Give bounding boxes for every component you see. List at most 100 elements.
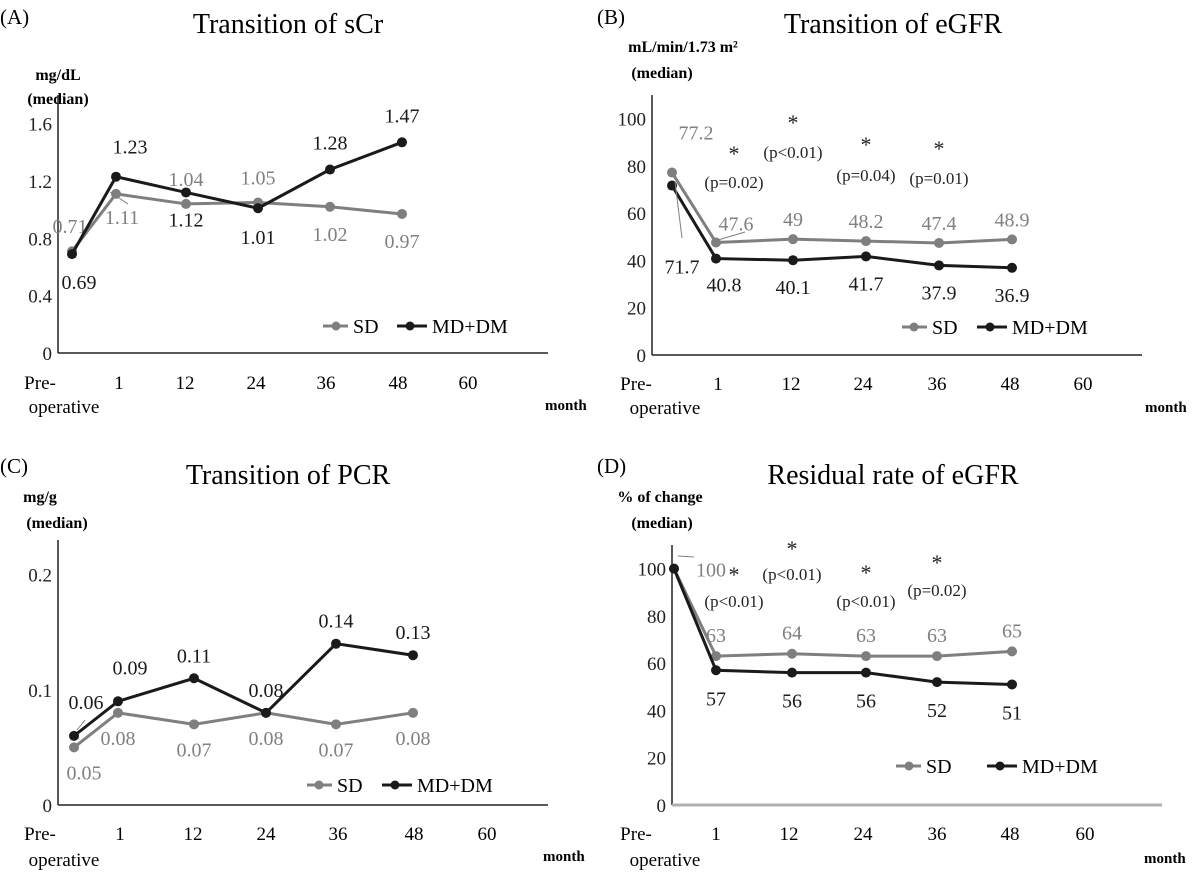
data-label: 65 [1002, 620, 1022, 642]
x-tick-label: Pre- [620, 824, 652, 845]
y-axis-label: % of change [617, 489, 702, 506]
legend: SD MD+DM [307, 775, 493, 797]
y-tick-label: 20 [647, 749, 666, 770]
x-axis-unit: month [545, 398, 587, 414]
x-tick-label: 48 [405, 824, 424, 845]
y-tick-label: 100 [618, 110, 647, 131]
data-point [934, 260, 944, 271]
legend-sd-label: SD [932, 317, 958, 339]
x-tick-label: 24 [247, 373, 267, 394]
data-label: 0.07 [319, 739, 354, 761]
y-tick-label: 80 [647, 607, 666, 628]
data-point [181, 187, 191, 198]
data-label: 63 [856, 625, 876, 647]
panel-b: (B) Transition of eGFR mL/min/1.73 m² (m… [597, 5, 1187, 419]
data-point [408, 707, 418, 718]
y-tick-label: 1.6 [28, 115, 52, 136]
data-point [861, 251, 871, 262]
series-line-sd [70, 192, 403, 253]
data-label: 48.9 [995, 209, 1030, 231]
data-label: 0.71 [53, 216, 88, 238]
data-point [861, 651, 871, 662]
data-point [113, 707, 123, 718]
x-tick-label: Pre- [24, 824, 56, 845]
legend-sd-label: SD [926, 756, 952, 778]
data-label: 0.13 [396, 622, 431, 644]
data-label: 47.6 [719, 213, 754, 235]
panel-label: (C) [0, 454, 28, 478]
data-point [667, 180, 677, 191]
x-tick-label: 1 [115, 824, 125, 845]
y-axis-label: mg/dL [35, 67, 80, 84]
data-point [711, 651, 721, 662]
data-label: 36.9 [995, 285, 1030, 307]
data-label: 47.4 [922, 213, 957, 235]
data-label: 1.05 [241, 168, 276, 190]
data-point [325, 201, 335, 212]
data-point [181, 198, 191, 209]
legend-mddm-label: MD+DM [432, 316, 508, 338]
data-label: 0.69 [62, 272, 97, 294]
panel-c: (C) Transition of PCR mg/g (median) 0 0.1… [0, 454, 585, 871]
significance-star: * [787, 536, 798, 561]
legend-mddm-marker [405, 321, 415, 331]
p-value-label: (p<0.01) [762, 565, 821, 584]
x-tick-label: 36 [329, 824, 348, 845]
series-line-sd [670, 171, 1013, 245]
x-tick-label: 36 [928, 374, 947, 395]
data-point [111, 171, 121, 182]
data-point [932, 677, 942, 688]
data-label: 0.06 [69, 692, 104, 714]
x-tick-label: 12 [184, 824, 203, 845]
data-label: 0.05 [67, 762, 102, 784]
data-label: 0.08 [396, 728, 431, 750]
panel-label: (A) [0, 5, 29, 29]
y-tick-label: 40 [647, 701, 666, 722]
data-point [861, 667, 871, 678]
y-tick-label: 60 [647, 654, 666, 675]
significance-star: * [729, 562, 740, 587]
data-point [261, 707, 271, 718]
data-point [331, 719, 341, 730]
y-tick-label: 0.4 [28, 287, 52, 308]
data-point [253, 203, 263, 214]
data-label: 63 [706, 625, 726, 647]
legend-mddm-marker [985, 322, 995, 332]
x-tick-label: 60 [1076, 824, 1095, 845]
p-value-label: (p<0.01) [763, 143, 822, 162]
y-axis-label: mL/min/1.73 m² [628, 39, 738, 56]
chart-title: Transition of PCR [186, 460, 391, 491]
significance-star: * [934, 136, 945, 161]
y-tick-label: 0.2 [28, 566, 52, 587]
series-line-sd [672, 567, 1013, 658]
x-axis-labels: Pre- operative 1 12 24 36 48 60 month [24, 824, 585, 871]
data-label: 0.09 [113, 657, 148, 679]
p-value-label: (p=0.01) [909, 169, 968, 188]
series-line-mddm [670, 184, 1013, 270]
data-point [325, 164, 335, 175]
legend-mddm-label: MD+DM [417, 775, 493, 797]
data-point [932, 651, 942, 662]
data-label: 52 [927, 700, 947, 722]
x-tick-label: operative [630, 850, 701, 871]
legend-sd-marker [904, 761, 914, 771]
x-tick-label: 24 [257, 824, 277, 845]
data-point [711, 237, 721, 248]
x-axis-unit: month [1144, 851, 1186, 867]
x-tick-label: 1 [713, 374, 723, 395]
legend: SD MD+DM [323, 316, 508, 338]
data-label: 1.02 [313, 224, 348, 246]
y-axis-label: mg/g [23, 489, 57, 506]
y-tick-label: 60 [627, 204, 646, 225]
x-tick-label: 48 [389, 373, 408, 394]
significance-star: * [861, 560, 872, 585]
data-point [788, 255, 798, 266]
data-label: 77.2 [679, 123, 714, 145]
legend-sd-marker [331, 321, 341, 331]
y-tick-label: 1.2 [28, 172, 52, 193]
data-point [788, 234, 798, 245]
y-tick-label: 0 [637, 346, 647, 367]
label-leader [677, 555, 695, 558]
legend-mddm-marker [995, 761, 1005, 771]
data-point [787, 667, 797, 678]
